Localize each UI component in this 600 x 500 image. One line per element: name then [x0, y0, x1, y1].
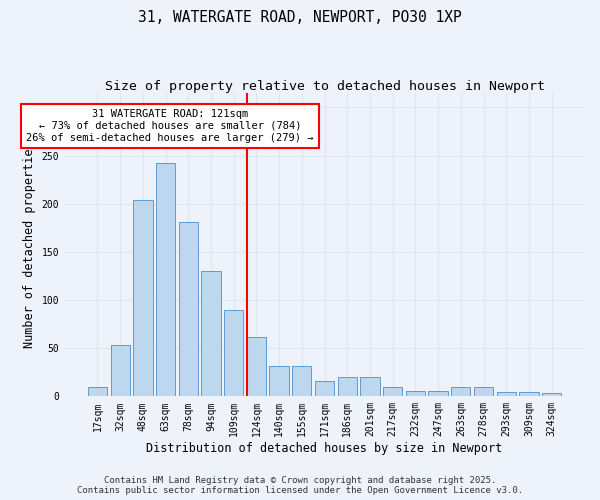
Bar: [247, 336, 266, 396]
Bar: [179, 222, 198, 396]
Bar: [110, 346, 130, 397]
Bar: [428, 390, 448, 396]
Bar: [542, 394, 562, 396]
Bar: [497, 392, 516, 396]
Text: 31, WATERGATE ROAD, NEWPORT, PO30 1XP: 31, WATERGATE ROAD, NEWPORT, PO30 1XP: [138, 10, 462, 25]
Y-axis label: Number of detached properties: Number of detached properties: [23, 142, 36, 348]
Bar: [451, 386, 470, 396]
Bar: [520, 392, 539, 396]
Text: 31 WATERGATE ROAD: 121sqm
← 73% of detached houses are smaller (784)
26% of semi: 31 WATERGATE ROAD: 121sqm ← 73% of detac…: [26, 110, 314, 142]
Bar: [383, 386, 403, 396]
Bar: [133, 200, 152, 396]
Bar: [338, 377, 357, 396]
X-axis label: Distribution of detached houses by size in Newport: Distribution of detached houses by size …: [146, 442, 503, 455]
Bar: [406, 390, 425, 396]
Bar: [156, 164, 175, 396]
Bar: [315, 381, 334, 396]
Bar: [474, 386, 493, 396]
Text: Contains HM Land Registry data © Crown copyright and database right 2025.
Contai: Contains HM Land Registry data © Crown c…: [77, 476, 523, 495]
Title: Size of property relative to detached houses in Newport: Size of property relative to detached ho…: [104, 80, 545, 93]
Bar: [202, 271, 221, 396]
Bar: [88, 386, 107, 396]
Bar: [224, 310, 244, 396]
Bar: [269, 366, 289, 396]
Bar: [361, 377, 380, 396]
Bar: [292, 366, 311, 396]
